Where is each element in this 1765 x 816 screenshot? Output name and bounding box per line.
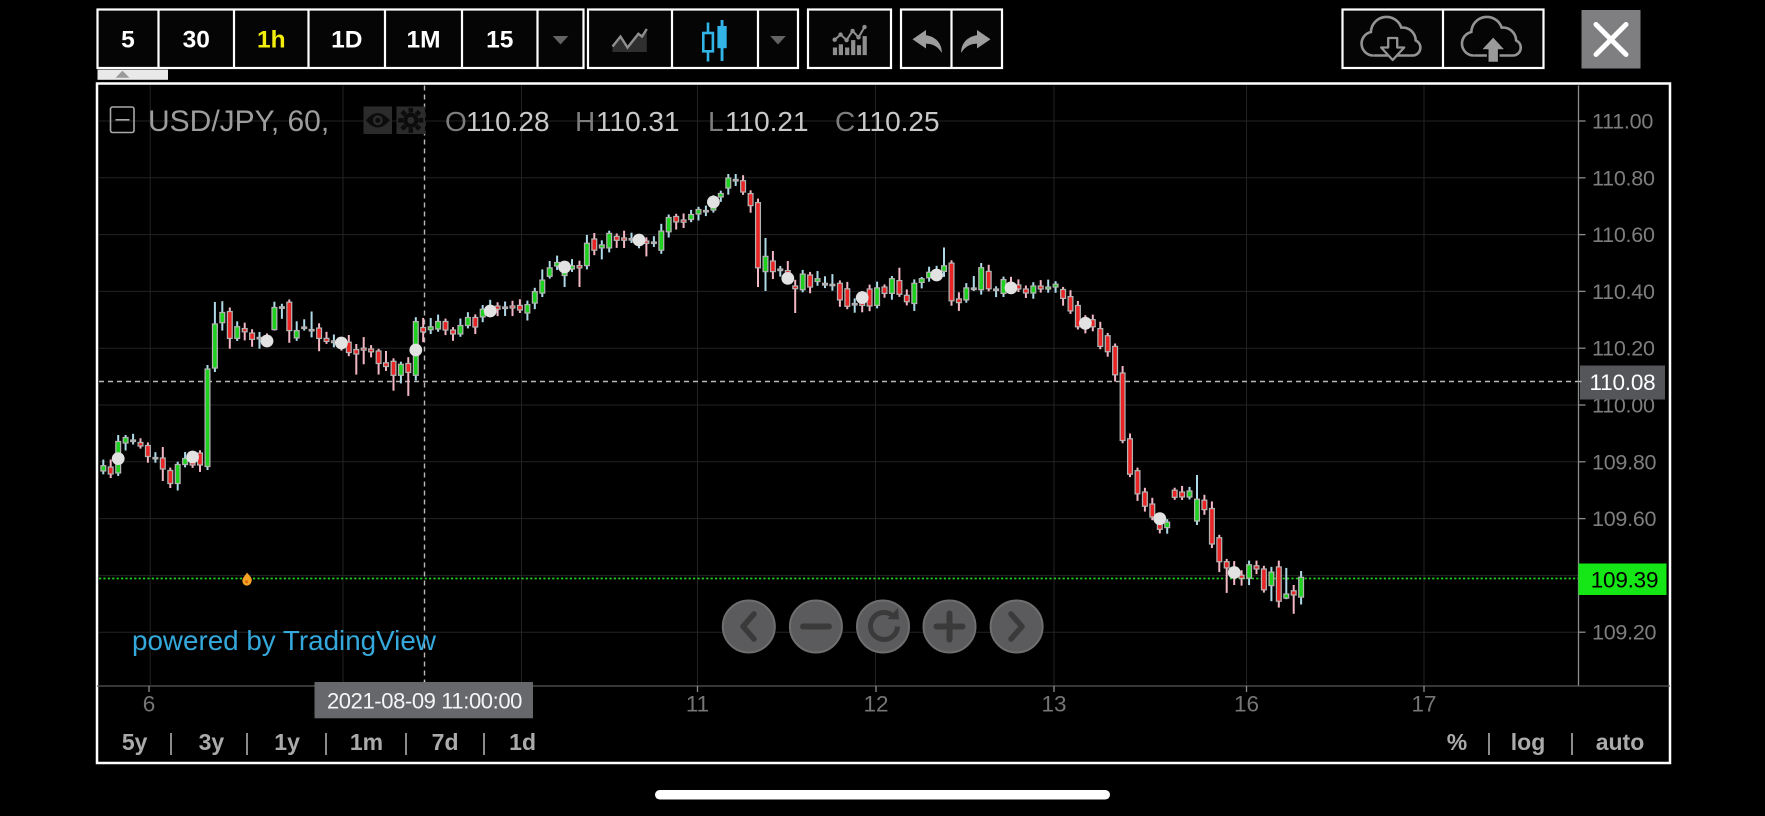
svg-text:3y: 3y [199,729,225,755]
svg-text:auto: auto [1596,729,1645,755]
svg-text:109.60: 109.60 [1592,507,1657,531]
svg-text:110.80: 110.80 [1592,166,1655,190]
svg-text:1y: 1y [274,729,300,755]
svg-text:110.08: 110.08 [1590,370,1656,395]
svg-text:111.00: 111.00 [1592,110,1653,134]
svg-text:5y: 5y [122,729,148,755]
svg-text:16: 16 [1234,692,1259,717]
svg-text:7d: 7d [432,729,459,755]
svg-text:110.20: 110.20 [1592,337,1655,361]
svg-text:C: C [835,106,855,137]
svg-text:11: 11 [686,692,709,717]
svg-text:%: % [1447,729,1467,755]
svg-text:110.28: 110.28 [466,106,550,137]
svg-text:1D: 1D [331,27,362,54]
svg-text:log: log [1511,729,1546,755]
svg-text:2021-08-09 11:00:00: 2021-08-09 11:00:00 [327,689,522,714]
svg-text:1m: 1m [350,729,383,755]
svg-text:powered by TradingView: powered by TradingView [132,625,437,656]
svg-text:O: O [445,106,467,137]
svg-text:110.21: 110.21 [725,106,809,137]
svg-text:110.31: 110.31 [596,106,680,137]
svg-text:5: 5 [121,27,135,54]
svg-text:109.80: 109.80 [1592,450,1657,474]
svg-text:13: 13 [1041,692,1066,717]
svg-text:110.25: 110.25 [856,106,940,137]
svg-text:109.39: 109.39 [1591,568,1659,593]
svg-text:L: L [708,106,724,137]
svg-text:15: 15 [486,27,513,54]
svg-text:1M: 1M [406,27,440,54]
svg-text:110.40: 110.40 [1592,280,1655,304]
svg-text:12: 12 [863,692,888,717]
svg-text:109.20: 109.20 [1592,621,1657,645]
svg-text:H: H [575,106,595,137]
svg-text:6: 6 [143,692,156,717]
svg-text:17: 17 [1411,692,1436,717]
svg-text:1h: 1h [257,27,286,54]
svg-text:110.60: 110.60 [1592,223,1655,247]
svg-text:1d: 1d [509,729,536,755]
svg-text:30: 30 [183,27,210,54]
svg-text:USD/JPY, 60,: USD/JPY, 60, [148,105,329,138]
